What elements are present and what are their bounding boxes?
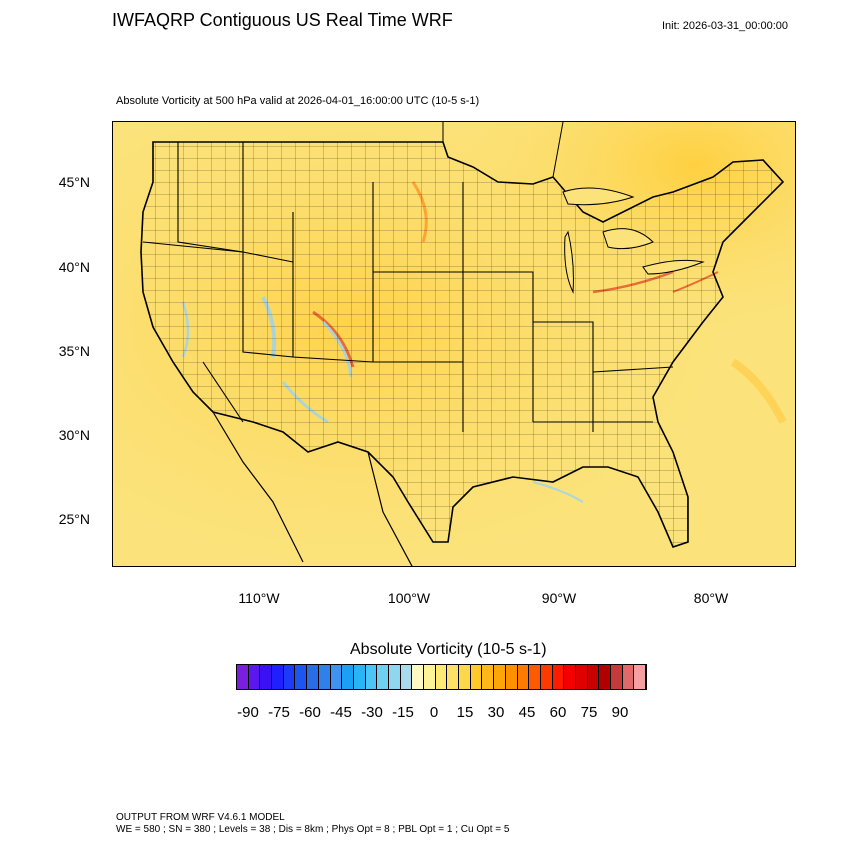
lat-label-35: 35°N — [58, 343, 90, 359]
field-subtitle: Absolute Vorticity at 500 hPa valid at 2… — [116, 95, 480, 107]
lon-label-80: 80°W — [693, 590, 729, 606]
colorbar-tick-label: 0 — [429, 704, 439, 721]
colorbar-swatch — [388, 665, 401, 689]
colorbar-swatch — [353, 665, 366, 689]
colorbar-tick-label: -90 — [237, 704, 259, 721]
colorbar-swatch — [237, 665, 249, 689]
chart-title: IWFAQRP Contiguous US Real Time WRF — [112, 10, 453, 30]
colorbar-swatch — [505, 665, 518, 689]
colorbar-tick-label: 30 — [487, 704, 505, 721]
colorbar-tick-label: -15 — [392, 704, 414, 721]
colorbar-swatch — [272, 665, 284, 689]
colorbar-swatch — [540, 665, 553, 689]
map-canvas — [113, 122, 795, 566]
lat-label-40: 40°N — [58, 259, 90, 275]
colorbar-swatch — [517, 665, 530, 689]
colorbar-swatch — [459, 665, 471, 689]
init-time-label: Init: 2026-03-31_00:00:00 — [662, 20, 788, 32]
legend-title: Absolute Vorticity (10-5 s-1) — [350, 641, 547, 658]
colorbar-swatch — [564, 665, 576, 689]
colorbar-swatch — [447, 665, 460, 689]
colorbar-tick-label: -45 — [330, 704, 352, 721]
lon-label-90: 90°W — [541, 590, 577, 606]
colorbar-swatch — [470, 665, 483, 689]
colorbar-swatch — [400, 665, 413, 689]
colorbar-tick-label: 15 — [456, 704, 474, 721]
lat-label-25: 25°N — [58, 511, 90, 527]
colorbar-swatch — [599, 665, 611, 689]
colorbar-swatch — [342, 665, 354, 689]
colorbar-swatch — [482, 665, 495, 689]
colorbar-tick-label: 75 — [580, 704, 598, 721]
colorbar-swatch — [307, 665, 319, 689]
colorbar-tick-label: -60 — [299, 704, 321, 721]
colorbar-swatch — [365, 665, 378, 689]
colorbar-tick-label: -30 — [361, 704, 383, 721]
colorbar-swatch — [587, 665, 600, 689]
colorbar-tick-label: 90 — [611, 704, 629, 721]
colorbar-swatch — [260, 665, 273, 689]
colorbar-swatch — [424, 665, 436, 689]
lat-label-30: 30°N — [58, 427, 90, 443]
colorbar-swatch — [283, 665, 296, 689]
colorbar-swatch — [318, 665, 331, 689]
colorbar-tick-label: 60 — [549, 704, 567, 721]
lon-label-100: 100°W — [387, 590, 431, 606]
vorticity-map — [112, 121, 796, 567]
colorbar-swatch — [494, 665, 506, 689]
colorbar-swatch — [412, 665, 424, 689]
colorbar-swatch — [622, 665, 635, 689]
colorbar-swatch — [435, 665, 448, 689]
colorbar-tick-label: 45 — [518, 704, 536, 721]
lat-label-45: 45°N — [58, 174, 90, 190]
colorbar-swatch — [552, 665, 565, 689]
model-settings-footer: WE = 580 ; SN = 380 ; Levels = 38 ; Dis … — [116, 824, 510, 835]
colorbar-swatch — [377, 665, 389, 689]
colorbar-swatch — [295, 665, 308, 689]
model-footer: OUTPUT FROM WRF V4.6.1 MODEL — [116, 812, 285, 823]
lon-label-110: 110°W — [238, 590, 280, 606]
colorbar — [236, 664, 648, 690]
colorbar-swatch — [330, 665, 343, 689]
colorbar-swatch — [634, 665, 647, 689]
colorbar-tick-label: -75 — [268, 704, 290, 721]
colorbar-swatch — [248, 665, 261, 689]
colorbar-swatch — [575, 665, 588, 689]
colorbar-swatch — [529, 665, 541, 689]
colorbar-swatch — [611, 665, 623, 689]
